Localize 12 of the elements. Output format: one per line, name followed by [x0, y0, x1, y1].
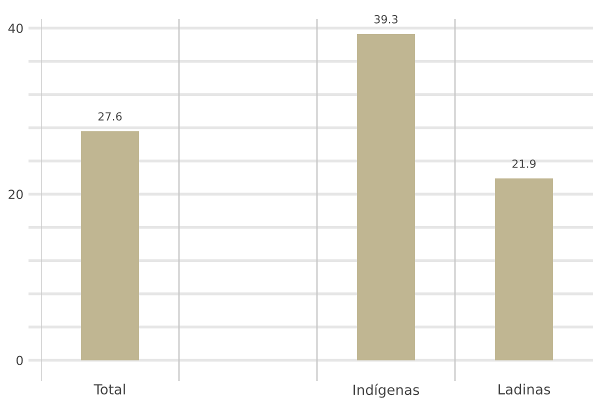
- bar: [357, 34, 415, 360]
- y-tick-label: 40: [8, 24, 23, 34]
- data-label: 27.6: [98, 112, 122, 121]
- bar: [495, 178, 553, 360]
- x-tick-label: Ladinas: [498, 384, 550, 395]
- data-label: 39.3: [374, 15, 398, 24]
- bar: [81, 131, 139, 360]
- data-label: 21.9: [512, 160, 536, 168]
- x-tick-label: Indígenas: [354, 384, 420, 398]
- x-tick-label: Total: [94, 384, 125, 395]
- y-tick-label: 20: [8, 190, 23, 200]
- y-tick-label: 0: [16, 356, 23, 366]
